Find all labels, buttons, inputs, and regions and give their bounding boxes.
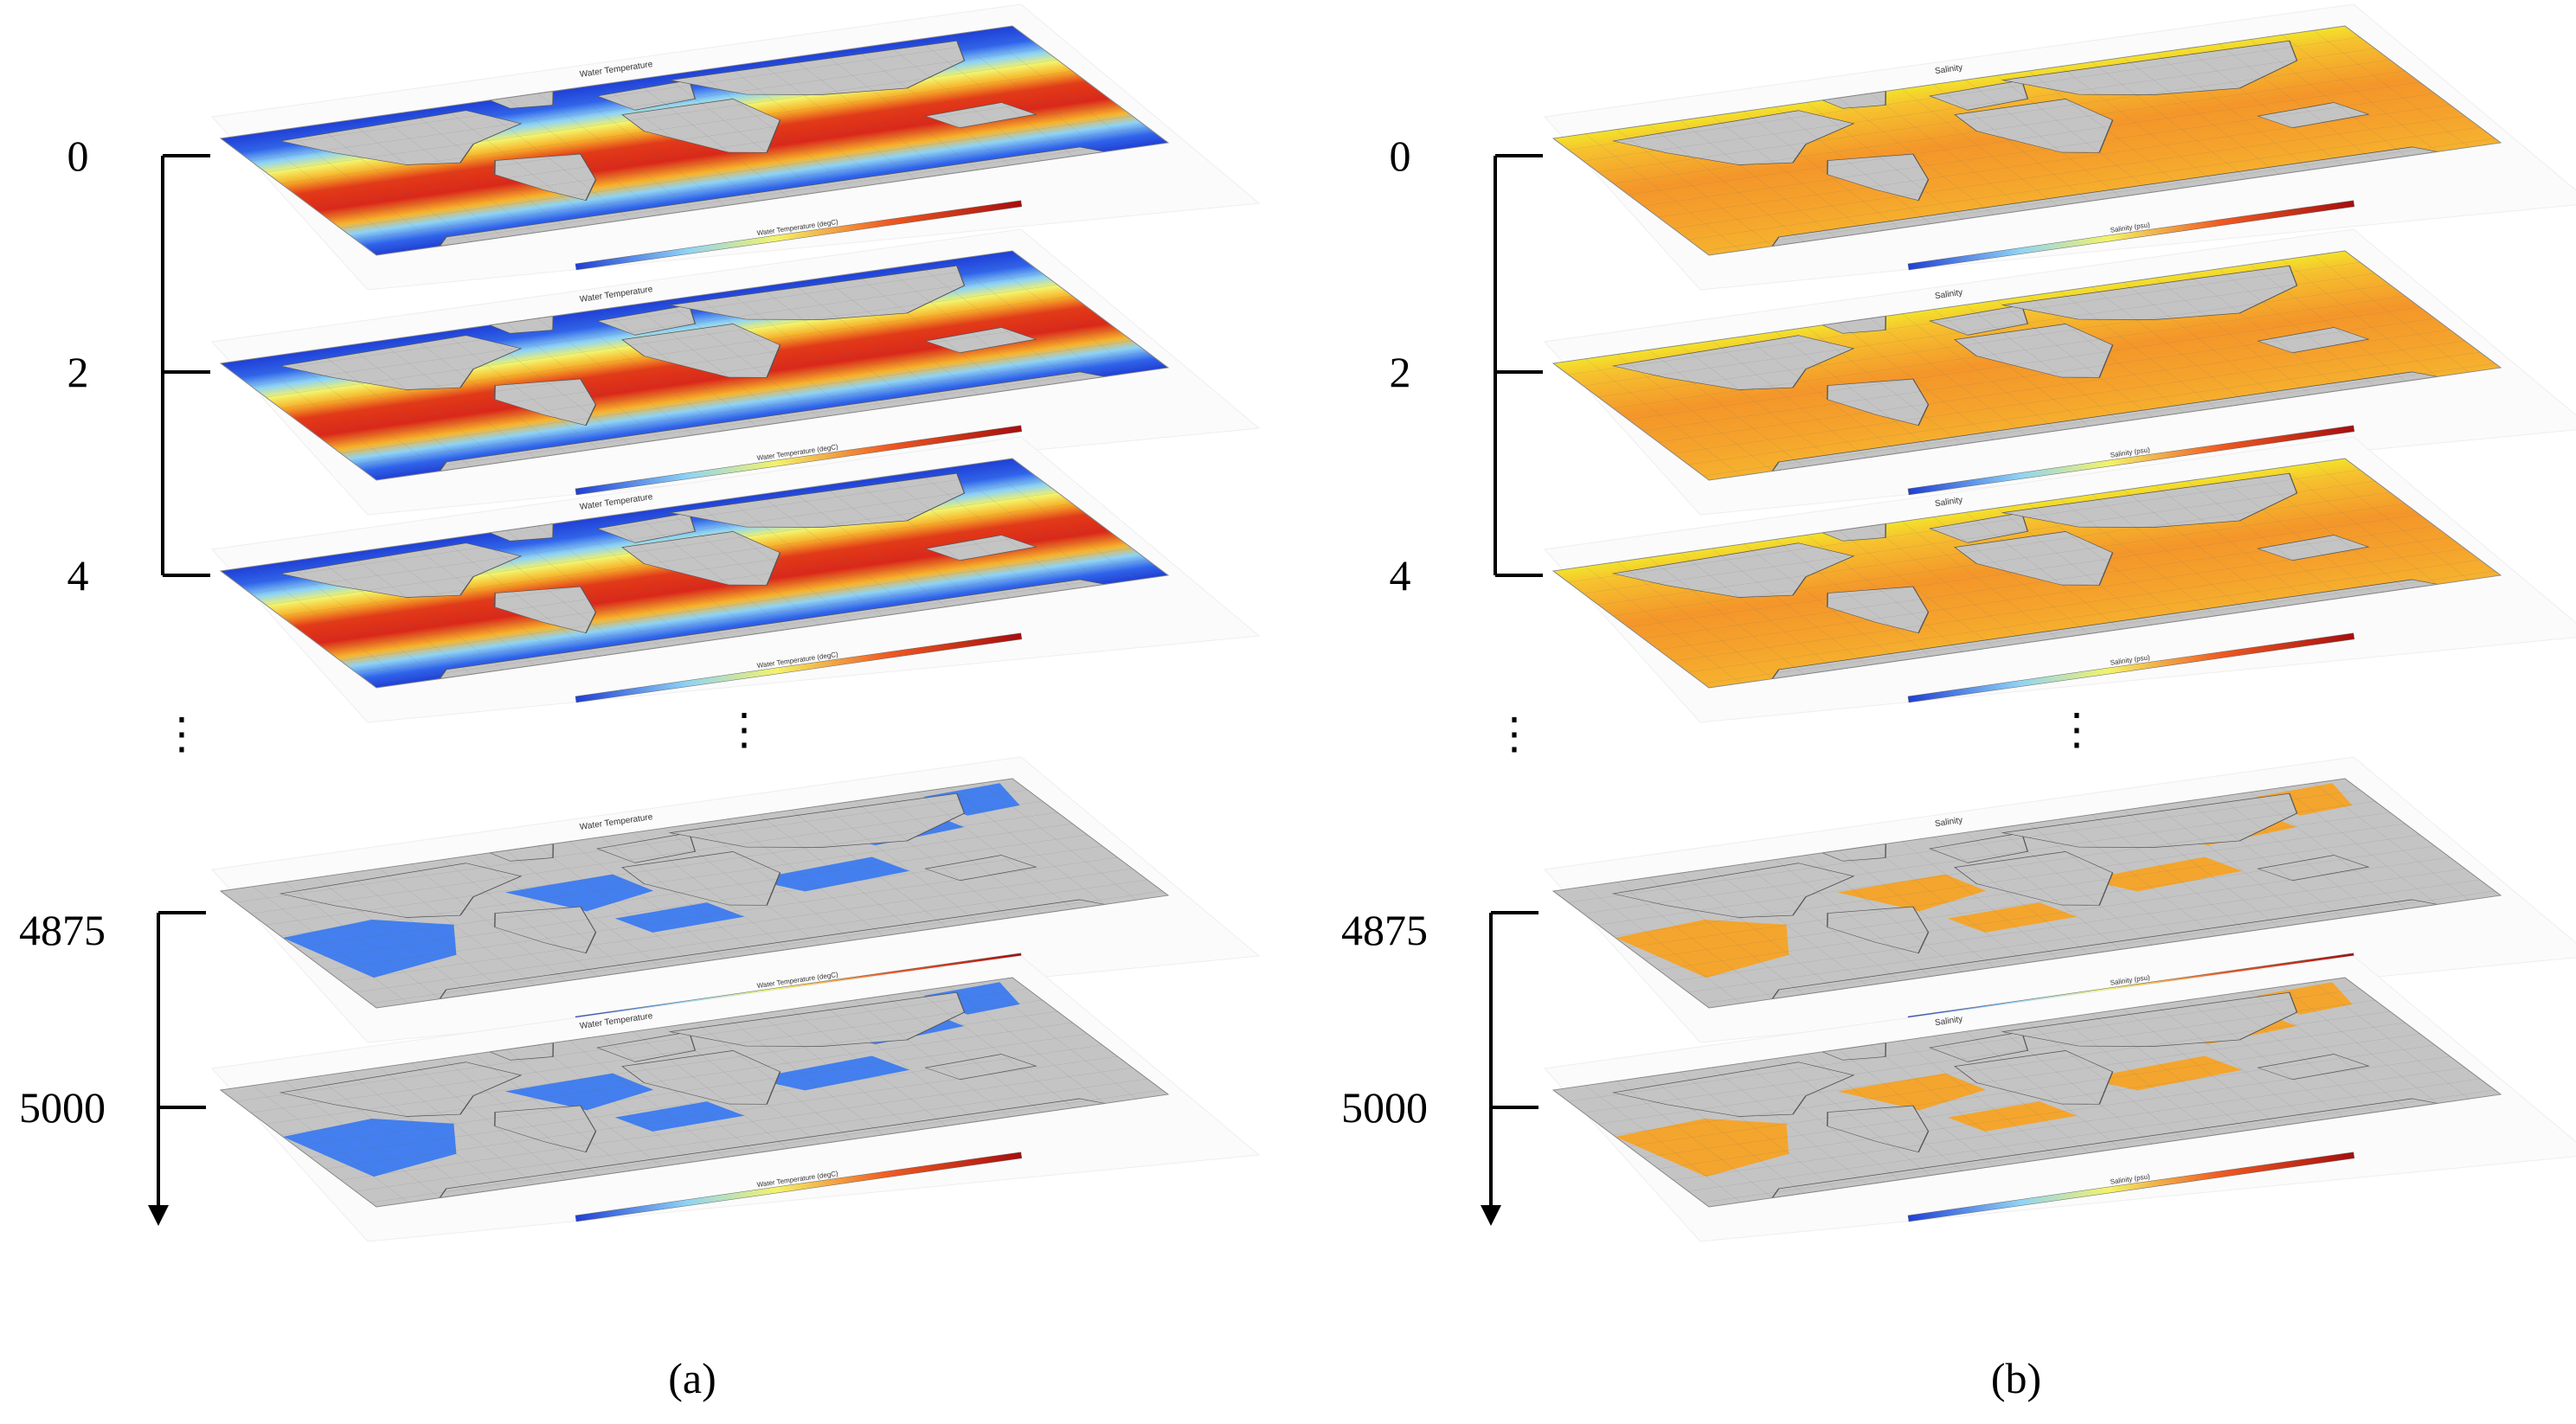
map-border	[219, 458, 1170, 689]
ellipsis-dots: ⋮	[160, 709, 203, 758]
map-border	[219, 977, 1170, 1208]
map-border	[1551, 458, 2502, 689]
map-grid	[221, 26, 1169, 255]
map-grid	[1553, 459, 2502, 688]
depth-label-2: 2	[1390, 348, 1411, 396]
map-border	[1551, 25, 2502, 256]
colorbar-ramp	[1907, 632, 2355, 703]
colorbar-ramp	[575, 1151, 1023, 1222]
map-border	[219, 778, 1170, 1009]
map-title: Salinity	[1934, 1015, 1963, 1028]
depth-label-4: 4	[1390, 551, 1411, 600]
depth-label-5000: 5000	[19, 1083, 106, 1132]
colorbar-ramp	[575, 425, 1023, 496]
ellipsis-dots: ⋮	[2055, 705, 2098, 754]
map-grid	[1553, 251, 2502, 480]
map-grid	[221, 779, 1169, 1008]
panel-b-caption: (b)	[1991, 1354, 2041, 1402]
map-title: Salinity	[1934, 288, 1963, 301]
map-border	[1551, 977, 2502, 1208]
map-title: Salinity	[1934, 816, 1963, 829]
map-grid	[221, 978, 1169, 1207]
ellipsis-dots: ⋮	[1493, 709, 1536, 758]
depth-label-2: 2	[67, 348, 89, 396]
map-border	[219, 250, 1170, 481]
map-grid	[221, 251, 1169, 480]
depth-label-4: 4	[67, 551, 89, 600]
colorbar-ramp	[1907, 425, 2355, 496]
ellipsis-dots: ⋮	[723, 705, 766, 754]
depth-label-0: 0	[67, 131, 89, 180]
depth-label-4875: 4875	[1341, 906, 1428, 954]
panel-a-caption: (a)	[668, 1354, 716, 1402]
map-border	[219, 25, 1170, 256]
colorbar-ramp	[1907, 200, 2355, 271]
colorbar-ramp	[1907, 1151, 2355, 1222]
map-border	[1551, 250, 2502, 481]
map-grid	[1553, 779, 2502, 1008]
depth-label-5000: 5000	[1341, 1083, 1428, 1132]
colorbar-ramp	[575, 632, 1023, 703]
depth-label-0: 0	[1390, 131, 1411, 180]
map-border	[1551, 778, 2502, 1009]
colorbar-ramp	[575, 200, 1023, 271]
map-grid	[1553, 978, 2502, 1207]
map-title: Salinity	[1934, 496, 1963, 509]
map-title: Salinity	[1934, 63, 1963, 76]
depth-label-4875: 4875	[19, 906, 106, 954]
map-grid	[1553, 26, 2502, 255]
map-grid	[221, 459, 1169, 688]
